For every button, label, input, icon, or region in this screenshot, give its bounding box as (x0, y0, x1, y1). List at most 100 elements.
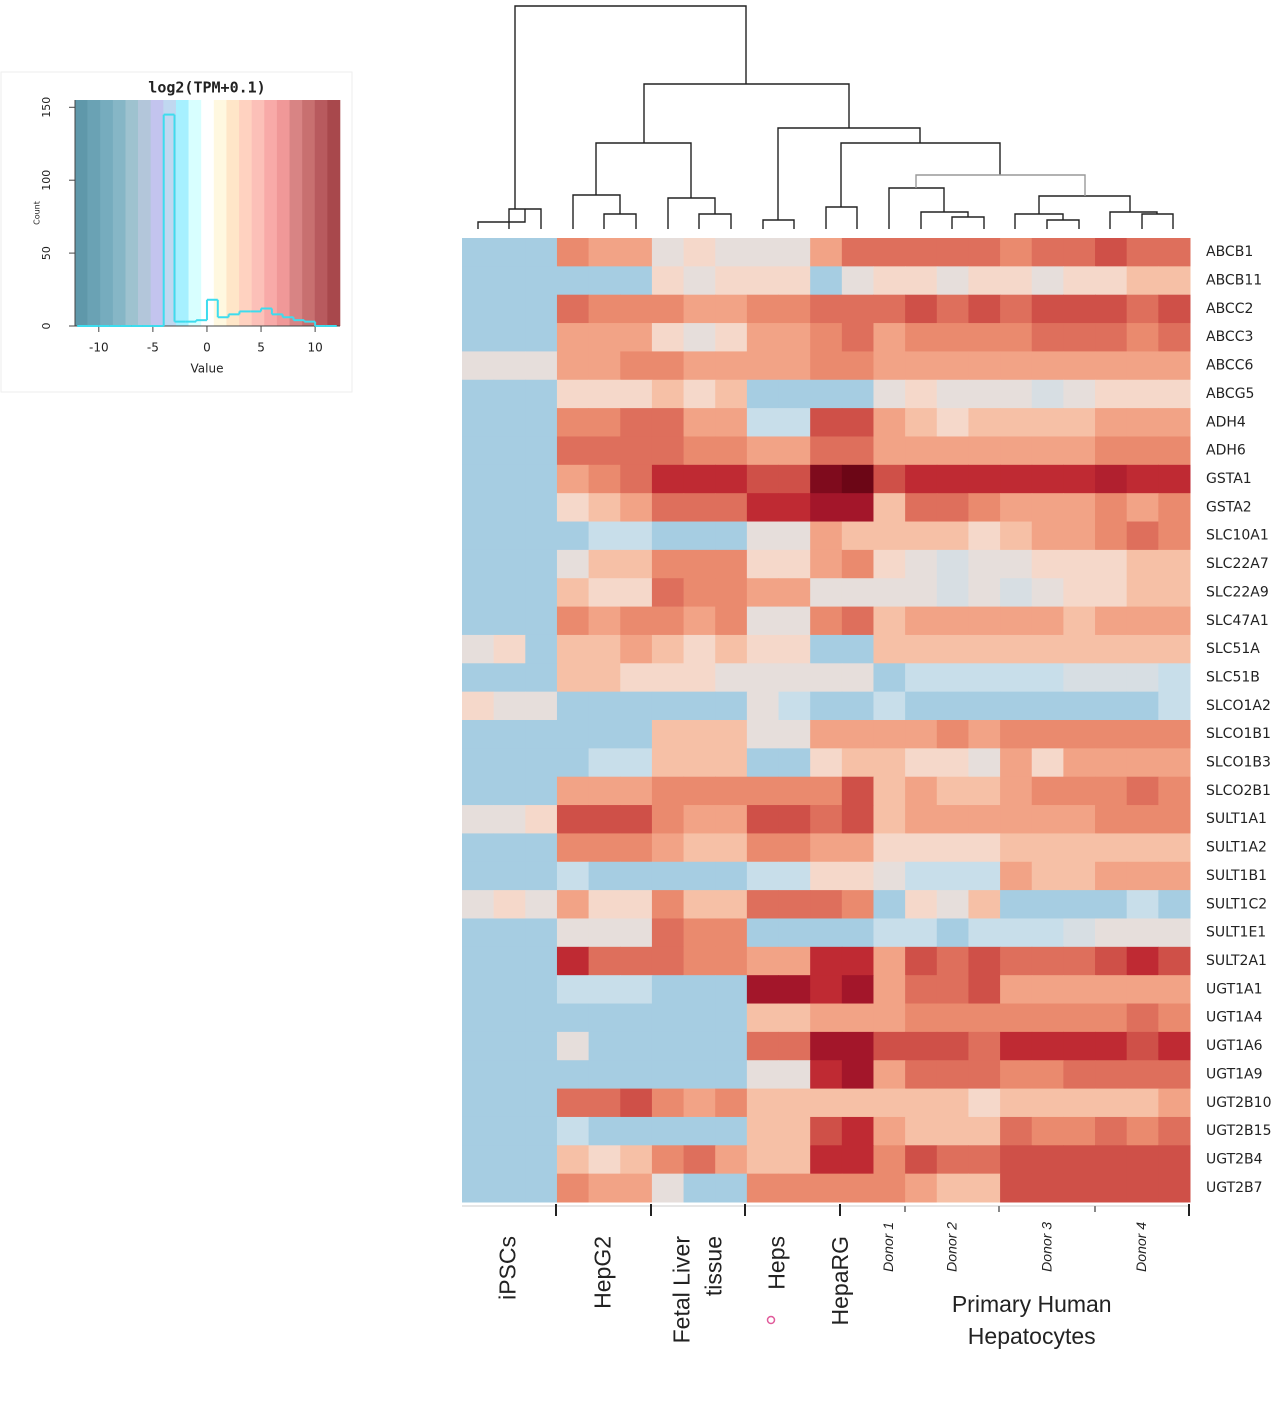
heat-cell (620, 578, 653, 608)
heat-cell (968, 578, 1001, 608)
heat-cell (746, 323, 780, 352)
heat-cell (778, 748, 811, 778)
heat-cell (683, 946, 716, 976)
heat-cell (683, 323, 716, 352)
heat-cell (905, 691, 938, 721)
heat-cell (651, 266, 685, 296)
heat-cell (556, 323, 590, 352)
heat-cell (493, 776, 526, 806)
heat-cell (746, 493, 780, 523)
heat-cell (873, 946, 906, 976)
heat-cell (746, 861, 780, 891)
heat-cell (462, 436, 495, 466)
heat-cell (651, 464, 685, 494)
heat-cell (683, 521, 716, 551)
heat-cell (905, 833, 938, 863)
heat-cell (493, 805, 526, 834)
heat-cell (778, 1060, 811, 1090)
heat-cell (968, 776, 1001, 806)
heat-cell (841, 549, 874, 579)
heat-cell (556, 720, 590, 749)
heat-cell (462, 294, 495, 324)
heat-cell (841, 1116, 874, 1146)
heat-cell (525, 1145, 558, 1175)
heat-cell (1031, 436, 1064, 466)
heat-cell (873, 606, 906, 636)
heat-cell (683, 351, 716, 381)
heat-cell (588, 1031, 621, 1061)
heat-cell (588, 408, 621, 437)
heat-cell (620, 776, 653, 806)
heat-cell (810, 294, 843, 324)
row-label: SLCO1B3 (1206, 755, 1271, 771)
heat-cell (715, 266, 748, 296)
heat-cell (905, 323, 938, 352)
heat-cell (556, 918, 590, 948)
heat-cell (936, 890, 969, 919)
heat-cell (588, 1088, 621, 1118)
heat-cell (905, 1060, 938, 1090)
heat-cell (1126, 663, 1159, 693)
heat-cell (968, 408, 1001, 437)
heat-cell (936, 464, 969, 494)
heat-cell (683, 975, 716, 1005)
heat-cell (683, 663, 716, 693)
key-band (289, 100, 303, 326)
heat-cell (1126, 379, 1159, 409)
heat-cell (810, 805, 843, 834)
heat-cell (620, 805, 653, 834)
heat-cell (968, 1173, 1001, 1203)
x-tick-label: 5 (257, 341, 265, 355)
dendrogram (477, 5, 1174, 229)
row-label: SLC22A7 (1206, 556, 1269, 572)
heat-cell (841, 634, 874, 664)
heat-cell (1000, 464, 1033, 494)
heat-cell (556, 1116, 590, 1146)
heat-cell (778, 663, 811, 693)
heat-cell (936, 1060, 969, 1090)
heat-cell (1063, 238, 1096, 267)
heat-cell (746, 1173, 780, 1203)
key-band (226, 100, 240, 326)
heat-cell (620, 748, 653, 778)
heat-cell (1095, 805, 1128, 834)
heat-cell (525, 464, 558, 494)
heat-cell (778, 351, 811, 381)
heat-cell (968, 890, 1001, 919)
heat-cell (1031, 323, 1064, 352)
heat-cell (462, 578, 495, 608)
heat-cell (873, 833, 906, 863)
heat-cell (651, 1003, 685, 1033)
heat-cell (525, 578, 558, 608)
heat-cell (1095, 464, 1128, 494)
heat-cell (1000, 493, 1033, 523)
heat-cell (651, 323, 685, 352)
heat-cell (588, 918, 621, 948)
heat-cell (493, 861, 526, 891)
heat-cell (588, 1173, 621, 1203)
key-band (251, 100, 265, 326)
heat-cell (588, 691, 621, 721)
row-label: SLCO1B1 (1206, 726, 1271, 742)
heat-cell (715, 408, 748, 437)
heat-cell (1000, 890, 1033, 919)
heat-cell (1158, 351, 1191, 381)
key-y-label: Count (33, 201, 42, 225)
heat-cell (810, 1031, 843, 1061)
heat-cell (968, 861, 1001, 891)
heat-cell (936, 1145, 969, 1175)
heat-cell (841, 1060, 874, 1090)
heat-cell (1126, 861, 1159, 891)
heat-cell (968, 1088, 1001, 1118)
heat-cell (746, 549, 780, 579)
heat-cell (873, 294, 906, 324)
heat-cell (462, 351, 495, 381)
heat-cell (746, 238, 780, 267)
x-tick-label: -10 (89, 341, 109, 355)
heat-cell (778, 1031, 811, 1061)
heat-cell (462, 493, 495, 523)
heat-cell (905, 408, 938, 437)
group-axis (462, 1204, 1190, 1216)
heat-cell (620, 408, 653, 437)
heat-cell (841, 351, 874, 381)
